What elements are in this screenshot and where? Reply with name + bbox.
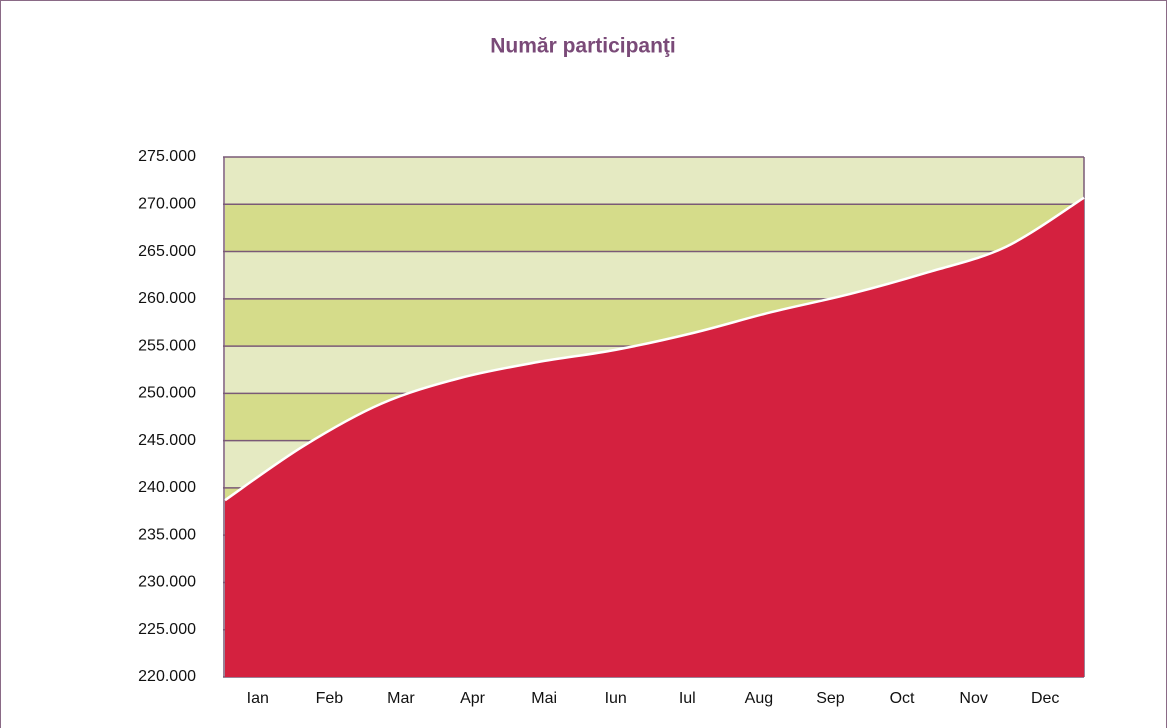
x-tick-label: Feb	[316, 690, 344, 707]
y-tick-label: 225.000	[138, 621, 196, 638]
x-tick-label: Dec	[1031, 690, 1059, 707]
area	[225, 197, 1084, 677]
x-tick-label: Apr	[460, 690, 486, 707]
x-tick-label: Mai	[531, 690, 557, 707]
x-tick-label: Nov	[959, 690, 987, 707]
x-tick-label: Aug	[745, 690, 773, 707]
y-tick-label: 240.000	[138, 479, 196, 496]
y-tick-label: 230.000	[138, 574, 196, 591]
y-tick-label: 270.000	[138, 195, 196, 212]
y-tick-label: 250.000	[138, 385, 196, 402]
band	[225, 204, 1084, 252]
y-tick-label: 245.000	[138, 432, 196, 449]
x-tick-label: Ian	[247, 690, 269, 707]
y-tick-label: 265.000	[138, 243, 196, 260]
y-tick-label: 220.000	[138, 668, 196, 685]
band	[225, 157, 1084, 205]
x-tick-label: Iul	[679, 690, 696, 707]
x-tick-label: Sep	[816, 690, 845, 707]
y-tick-label: 235.000	[138, 526, 196, 543]
x-tick-label: Mar	[387, 690, 415, 707]
x-tick-label: Iun	[605, 690, 627, 707]
area-outline	[224, 196, 1085, 502]
y-tick-label: 260.000	[138, 290, 196, 307]
y-tick-label: 255.000	[138, 337, 196, 354]
chart-title: Număr participanţi	[490, 35, 676, 58]
x-tick-label: Oct	[890, 690, 915, 707]
y-tick-label: 275.000	[138, 148, 196, 165]
